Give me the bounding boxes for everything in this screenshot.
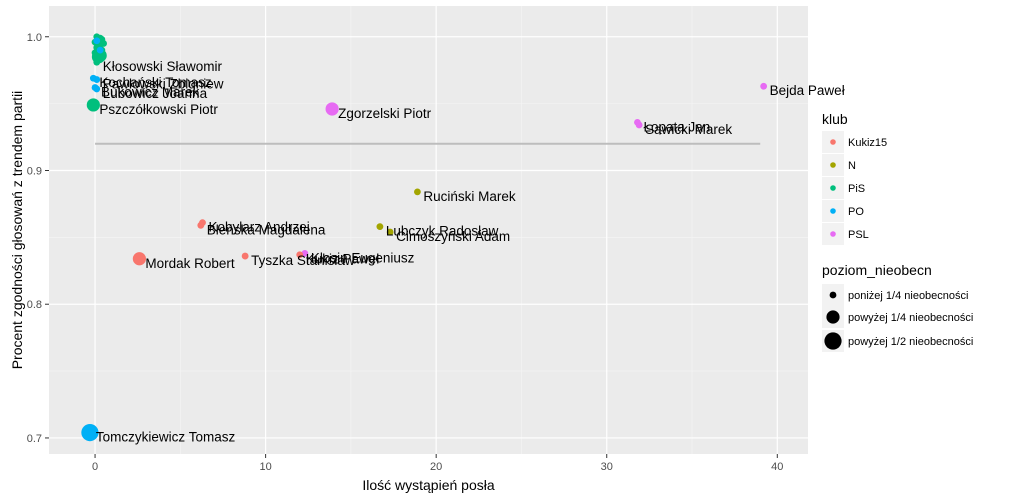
legend-size-label: powyżej 1/4 nieobecności xyxy=(848,312,973,324)
legend-club-label: PSL xyxy=(848,229,869,241)
x-tick-label: 20 xyxy=(430,461,442,473)
point-label: Lubczyk Radosław xyxy=(386,224,499,239)
data-point xyxy=(86,98,100,112)
legend-club-key xyxy=(830,162,836,168)
legend-absence-title: poziom_nieobecn xyxy=(822,262,932,278)
data-point xyxy=(93,37,101,45)
data-point xyxy=(760,82,768,90)
x-axis-title: Ilość wystąpień posła xyxy=(362,477,495,493)
point-label: Kłosin Eugeniusz xyxy=(311,250,415,265)
legend-club-key xyxy=(830,231,836,237)
y-axis-ticks: 0.7 0.8 0.9 1.0 xyxy=(27,32,49,445)
legend-club-label: PO xyxy=(848,206,864,218)
point-label: Kukiz Paweł xyxy=(306,252,380,267)
data-point xyxy=(93,85,101,93)
y-tick-label: 1.0 xyxy=(27,32,42,44)
legend-size-label: powyżej 1/2 nieobecności xyxy=(848,336,973,348)
y-tick-label: 0.7 xyxy=(27,433,42,445)
legend-absence: poziom_nieobecn poniżej 1/4 nieobecności… xyxy=(822,262,973,352)
y-tick-label: 0.8 xyxy=(27,299,42,311)
legend-size-key xyxy=(824,332,842,350)
point-label: Zgorzelski Piotr xyxy=(338,106,432,121)
data-point xyxy=(197,221,205,229)
point-label: Pszczółkowski Piotr xyxy=(99,102,218,117)
point-label: Lubowicz Joanna xyxy=(103,86,208,101)
legend-club: klub Kukiz15 N PiS PO PSL xyxy=(822,111,887,245)
point-label: Kłosowski Sławomir xyxy=(103,59,223,74)
point-label: Kobylarz Andrzej xyxy=(209,220,310,235)
x-tick-label: 30 xyxy=(601,461,613,473)
x-axis-ticks: 0 10 20 30 40 xyxy=(92,454,783,473)
legend-club-key xyxy=(830,185,836,191)
legend-club-label: PiS xyxy=(848,183,865,195)
legend-club-label: Kukiz15 xyxy=(848,137,887,149)
point-label: Bejda Paweł xyxy=(770,83,845,98)
legend-size-key xyxy=(829,291,837,299)
data-point xyxy=(93,76,101,83)
point-label: Kochański Tomasz xyxy=(99,75,212,90)
point-label: Pawlowski Zbigniew xyxy=(103,77,224,92)
legend-club-title: klub xyxy=(822,111,848,127)
point-label: Sawicki Marek xyxy=(645,122,732,137)
legend-club-key xyxy=(830,139,836,145)
data-point xyxy=(241,252,249,260)
x-tick-label: 10 xyxy=(259,461,271,473)
y-tick-label: 0.9 xyxy=(27,165,42,177)
data-points xyxy=(81,33,768,442)
x-tick-label: 40 xyxy=(771,461,783,473)
point-label: Cimoszyński Adam xyxy=(396,229,510,244)
plot-panel xyxy=(49,6,808,454)
data-point xyxy=(325,102,339,116)
data-point xyxy=(81,424,99,442)
data-point xyxy=(414,188,421,196)
data-point xyxy=(132,252,146,266)
point-label: Tyszka Stanisław xyxy=(251,253,355,268)
point-label: Mordak Robert xyxy=(145,256,235,271)
data-point xyxy=(635,121,643,129)
legend-size-label: poniżej 1/4 nieobecności xyxy=(848,290,968,302)
data-point xyxy=(386,228,394,236)
data-point xyxy=(301,250,309,257)
data-point xyxy=(96,46,104,54)
legend-size-key xyxy=(826,310,840,324)
point-label: Tomczykiewicz Tomasz xyxy=(96,430,236,445)
legend-club-key xyxy=(830,208,836,214)
point-label: Błeńska Magdalena xyxy=(207,222,326,237)
point-label: Bukowicz Marek xyxy=(101,85,200,100)
legend-club-label: N xyxy=(848,160,856,172)
point-label: Ruciński Marek xyxy=(423,189,516,204)
y-axis-title: Procent zgodności głosowań z trendem par… xyxy=(9,91,25,370)
data-point xyxy=(376,223,384,231)
data-point xyxy=(93,58,101,66)
x-tick-label: 0 xyxy=(92,461,98,473)
point-label: Łopata Jan xyxy=(643,119,710,134)
data-point xyxy=(296,251,304,259)
